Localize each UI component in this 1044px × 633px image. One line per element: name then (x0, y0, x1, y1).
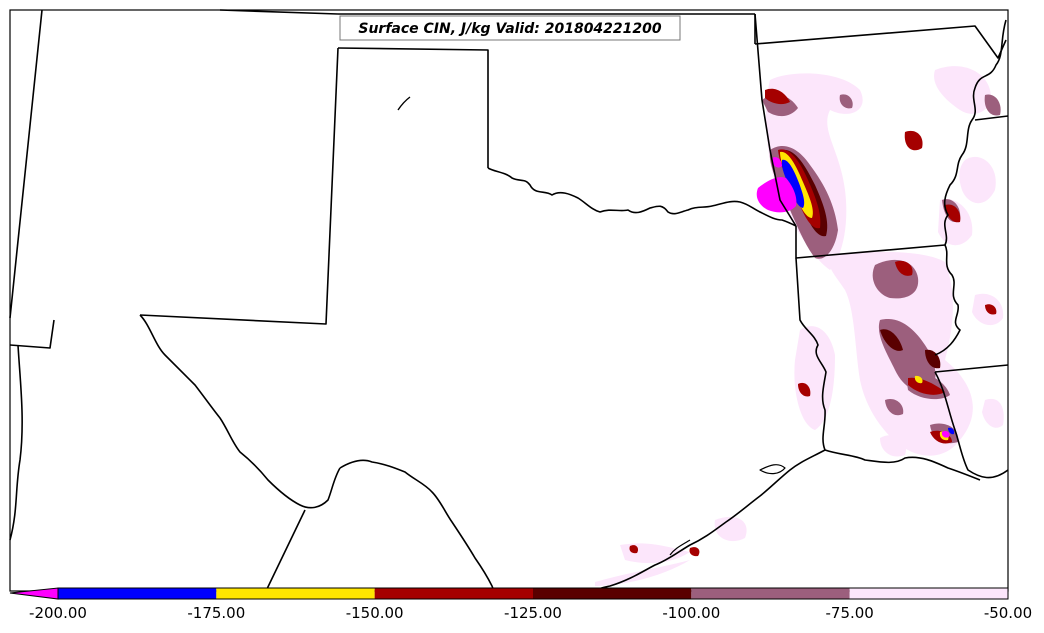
cin-band-magenta (756, 157, 950, 438)
boundary-la-ms-south (934, 364, 1009, 373)
map-title-box: Surface CIN, J/kg Valid: 201804221200 (339, 15, 681, 41)
coast-bay (759, 464, 786, 475)
colorbar-bin-3 (374, 588, 533, 599)
boundary-gulf-coast-tx (589, 449, 826, 592)
boundary-tx-panhandle-west (139, 47, 339, 325)
boundary-tn-ms (974, 115, 1009, 121)
boundary-tx-la (795, 257, 827, 451)
boundary-co-nm (9, 9, 43, 319)
coast-island (669, 539, 691, 556)
boundary-tx-nm-west (139, 314, 341, 509)
boundary-rio-grande (339, 459, 495, 592)
boundary-ks-ok (219, 9, 339, 15)
colorbar-bin-4 (533, 588, 692, 599)
map-title: Surface CIN, J/kg Valid: 201804221200 (358, 21, 662, 37)
map-title-background (339, 15, 681, 41)
boundary-mexico-1 (265, 509, 306, 592)
boundary-ok-ar (754, 13, 797, 227)
colorbar-outline (57, 587, 1009, 600)
colorbar-tick-label: -100.00 (662, 604, 720, 622)
colorbar-bin-2 (216, 588, 375, 599)
colorbar-tick-label: -125.00 (504, 604, 562, 622)
colorbar-bin-1 (58, 588, 217, 599)
colorbar-tick-label: -50.00 (984, 604, 1032, 622)
colorbar-tick-label: -200.00 (29, 604, 87, 622)
boundary-west-edge (9, 344, 23, 541)
colorbar: -200.00 -175.00 -150.00 -125.00 -100.00 -75.0… (9, 587, 1032, 622)
lake-detail (397, 96, 411, 111)
boundary-tx-panhandle-north (337, 47, 489, 168)
state-boundaries (9, 9, 1009, 592)
boundary-nm-mexico (9, 319, 55, 349)
cin-shading (595, 66, 1004, 586)
boundary-pearl-river (934, 371, 1009, 479)
boundary-red-river (487, 167, 797, 227)
colorbar-tick-label: -175.00 (187, 604, 245, 622)
colorbar-bin-6 (849, 588, 1008, 599)
colorbar-tick-label: -150.00 (346, 604, 404, 622)
colorbar-tick-label: -75.00 (825, 604, 873, 622)
cin-band-blue (781, 159, 955, 435)
boundary-mississippi-river (934, 19, 1007, 356)
boundary-gulf-coast-la (824, 449, 981, 481)
colorbar-bin-5 (691, 588, 850, 599)
